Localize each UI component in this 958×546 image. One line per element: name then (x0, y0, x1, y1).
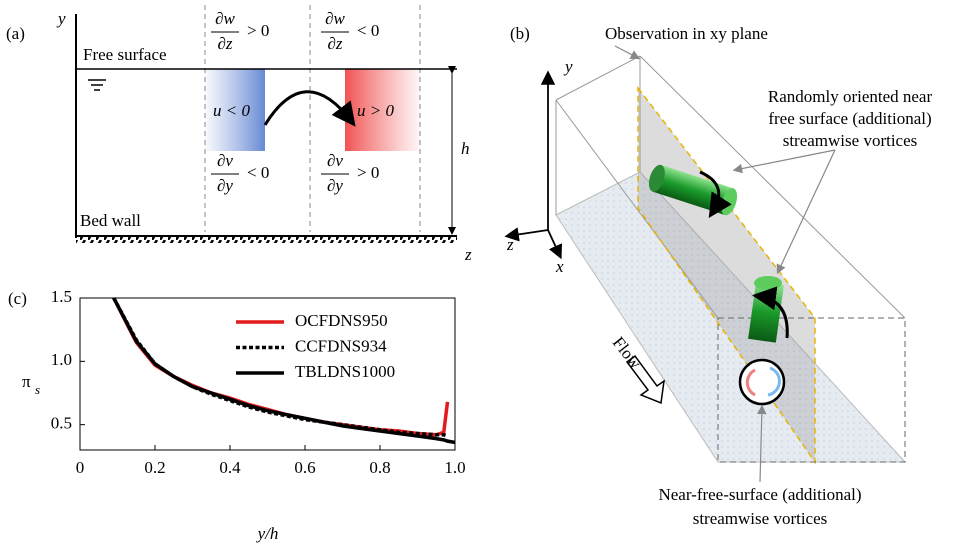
annotation: Near-free-surface (additional) (658, 485, 861, 504)
legend-label: OCFDNS950 (295, 311, 388, 330)
negative-u-region (205, 69, 265, 151)
axis-label: z (506, 235, 514, 254)
fraction-numerator: ∂w (215, 9, 235, 28)
axis-label: y (563, 57, 573, 76)
annotation: streamwise vortices (693, 509, 828, 528)
panel-a: (a) y z Free surface Bed wall h u < 0 u … (6, 5, 472, 264)
y-axis-title-sub: s (35, 382, 40, 397)
legend-label: CCFDNS934 (295, 336, 387, 355)
positive-u-region (345, 69, 420, 151)
fraction-relation: < 0 (247, 163, 269, 182)
fraction-relation: > 0 (247, 21, 269, 40)
axis-label: x (555, 257, 564, 276)
divider-lines (204, 5, 421, 232)
y-tick-label: 0.5 (51, 414, 72, 433)
axis-label: z (464, 245, 472, 264)
water-symbol (88, 79, 106, 91)
series-line (112, 297, 455, 445)
box-edge (555, 99, 719, 319)
front-face (717, 317, 906, 463)
velocity-label: u > 0 (357, 101, 394, 120)
rotation-arrow (752, 286, 789, 339)
velocity-label: u < 0 (213, 101, 250, 120)
annotation: streamwise vortices (783, 131, 918, 150)
flow-arrow (625, 354, 665, 405)
legend-label: TBLDNS1000 (295, 362, 395, 381)
annotation: Randomly oriented near (768, 87, 933, 106)
fraction-denominator: ∂z (327, 34, 342, 53)
y-axis-title: π (22, 372, 31, 391)
axes-triad (504, 70, 563, 260)
rotation-arrow (263, 90, 356, 127)
y-tick-label: 1.5 (51, 287, 72, 306)
panel-label: (a) (6, 24, 25, 43)
fraction-denominator: ∂y (217, 176, 233, 195)
fraction-numerator: ∂v (327, 151, 343, 170)
bed-wall (76, 236, 457, 243)
annotation: Observation in xy plane (605, 24, 768, 43)
x-tick-label: 0.2 (144, 458, 165, 477)
fraction-numerator: ∂v (217, 151, 233, 170)
panel-label: (c) (8, 289, 27, 308)
bed-wall-label: Bed wall (80, 211, 141, 230)
panel-c: (c) y/h π s 0 0.2 0.4 0.6 0.8 1.0 0.5 1.0 1.5 OCF… (8, 287, 466, 543)
rotation-arrow (699, 170, 732, 219)
box-edge (555, 55, 641, 101)
pointer-lines (614, 45, 836, 483)
fraction-relation: < 0 (357, 21, 379, 40)
gradient-fractions: ∂w ∂z > 0 ∂w ∂z < 0 ∂v ∂y < 0 ∂v ∂y > 0 (211, 9, 379, 195)
annotation: free surface (additional) (768, 109, 931, 128)
x-tick-label: 0.4 (219, 458, 241, 477)
fraction-denominator: ∂y (327, 176, 343, 195)
axis-label: y (56, 9, 66, 28)
x-axis-title: y/h (256, 524, 279, 543)
depth-label: h (461, 139, 470, 158)
fraction-relation: > 0 (357, 163, 379, 182)
box-edge (639, 55, 906, 319)
y-tick-label: 1.0 (51, 350, 72, 369)
fraction-numerator: ∂w (325, 9, 345, 28)
vortex-flow (745, 368, 756, 397)
x-tick-label: 0.8 (369, 458, 390, 477)
x-tick-label: 0.6 (294, 458, 315, 477)
free-surface-label: Free surface (83, 45, 167, 64)
panel-b: (b) y z x Observation in xy plane Random… (504, 24, 933, 528)
plot-frame (79, 297, 456, 451)
x-tick-label: 1.0 (444, 458, 465, 477)
x-tick-label: 0 (76, 458, 85, 477)
fraction-denominator: ∂z (217, 34, 232, 53)
vortex-flow (767, 366, 781, 397)
panel-label: (b) (510, 24, 530, 43)
series-line (112, 297, 449, 438)
